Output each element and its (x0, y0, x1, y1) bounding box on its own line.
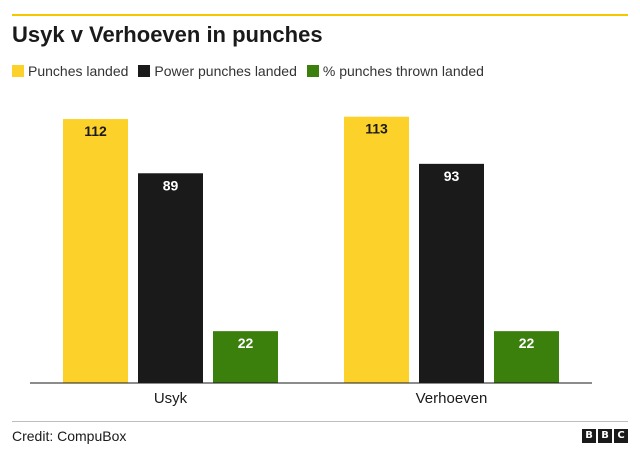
bar (344, 116, 409, 383)
legend-swatch-punches-landed (12, 65, 24, 77)
legend-item-punches-landed: Punches landed (12, 63, 128, 79)
bbc-logo: B B C (580, 429, 628, 443)
x-tick-label: Verhoeven (416, 390, 488, 407)
bar-value-label: 113 (365, 121, 388, 137)
bbc-logo-letter: B (582, 429, 596, 443)
bar (419, 163, 484, 383)
bbc-logo-letter: B (598, 429, 612, 443)
legend-label-power-punches-landed: Power punches landed (154, 63, 297, 79)
legend-label-punches-landed: Punches landed (28, 63, 129, 79)
bar-value-label: 22 (238, 335, 254, 351)
top-accent-rule (12, 14, 628, 16)
bar (494, 331, 559, 383)
bar-value-label: 22 (519, 335, 535, 351)
legend-item-power-punches-landed: Power punches landed (138, 63, 297, 79)
chart-title: Usyk v Verhoeven in punches (12, 22, 323, 47)
bar (138, 173, 203, 383)
bar-value-label: 89 (163, 177, 179, 193)
legend-label-percent-thrown-landed: % punches thrown landed (322, 63, 484, 79)
footer-rule (12, 421, 628, 422)
bar (63, 119, 128, 383)
chart-legend: Punches landed Power punches landed % pu… (12, 63, 494, 79)
bar (213, 331, 278, 383)
bar-value-label: 93 (444, 168, 460, 184)
bar-value-label: 112 (84, 123, 107, 139)
bbc-logo-letter: C (614, 429, 628, 443)
legend-swatch-power-punches-landed (138, 65, 151, 77)
legend-swatch-percent-thrown-landed (306, 65, 319, 77)
credit-text: Credit: CompuBox (12, 428, 127, 444)
legend-item-percent-thrown-landed: % punches thrown landed (306, 63, 484, 79)
x-tick-label: Usyk (154, 390, 188, 407)
